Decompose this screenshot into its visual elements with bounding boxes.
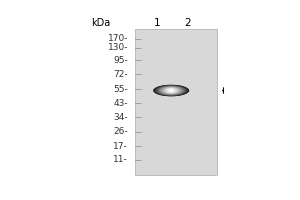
Ellipse shape	[157, 86, 186, 95]
Text: 43-: 43-	[114, 99, 128, 108]
Ellipse shape	[164, 88, 178, 94]
Ellipse shape	[161, 87, 182, 94]
Ellipse shape	[158, 86, 185, 95]
Ellipse shape	[162, 87, 181, 94]
Text: 55-: 55-	[113, 85, 128, 94]
Ellipse shape	[156, 85, 187, 96]
Ellipse shape	[169, 89, 174, 92]
Ellipse shape	[159, 86, 183, 95]
Ellipse shape	[165, 88, 177, 93]
Ellipse shape	[162, 87, 180, 94]
Ellipse shape	[169, 89, 173, 92]
Text: 17-: 17-	[113, 142, 128, 151]
Ellipse shape	[168, 89, 174, 92]
Ellipse shape	[171, 89, 172, 92]
Text: 11-: 11-	[113, 155, 128, 164]
Ellipse shape	[168, 88, 175, 93]
Ellipse shape	[155, 85, 188, 96]
Ellipse shape	[163, 87, 180, 94]
Ellipse shape	[160, 86, 183, 95]
Bar	[135, 29, 217, 175]
Ellipse shape	[158, 86, 184, 95]
Ellipse shape	[170, 89, 172, 92]
Text: kDa: kDa	[91, 18, 110, 28]
Ellipse shape	[153, 85, 189, 96]
Ellipse shape	[154, 85, 188, 96]
Ellipse shape	[160, 87, 182, 94]
Text: 95-: 95-	[113, 56, 128, 65]
Ellipse shape	[156, 86, 186, 96]
Text: 34-: 34-	[114, 113, 128, 122]
Text: 170-: 170-	[108, 34, 128, 43]
Text: 130-: 130-	[108, 43, 128, 52]
Ellipse shape	[164, 87, 179, 94]
Ellipse shape	[154, 85, 189, 96]
Ellipse shape	[165, 88, 178, 93]
Text: 2: 2	[184, 18, 191, 28]
Text: 26-: 26-	[114, 127, 128, 136]
Ellipse shape	[166, 88, 177, 93]
Ellipse shape	[167, 88, 176, 93]
Text: 72-: 72-	[114, 70, 128, 79]
Ellipse shape	[159, 86, 184, 95]
Text: 1: 1	[154, 18, 160, 28]
Ellipse shape	[167, 88, 176, 93]
